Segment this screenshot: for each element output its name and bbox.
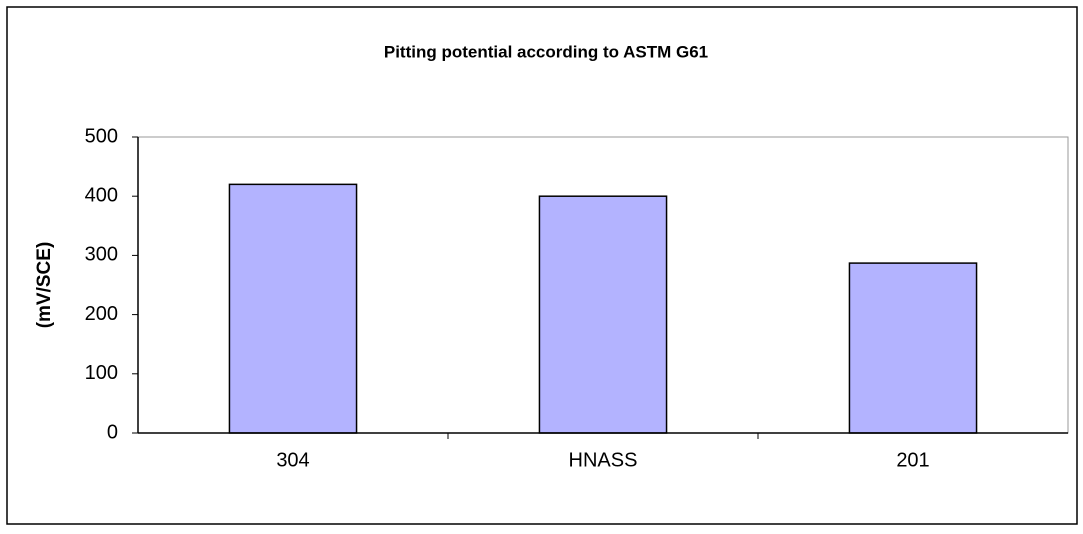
bar <box>848 262 978 434</box>
y-tick-label: 0 <box>107 421 118 443</box>
y-tick-label: 300 <box>85 244 118 266</box>
bar <box>228 183 358 434</box>
y-axis-label: (mV/SCE) <box>34 242 55 329</box>
x-tick-label: HNASS <box>569 449 638 471</box>
y-tick-label: 400 <box>85 184 118 206</box>
chart-title: Pitting potential according to ASTM G61 <box>384 42 708 61</box>
y-tick-label: 200 <box>85 303 118 325</box>
bar <box>538 195 668 434</box>
x-tick-label: 201 <box>896 449 929 471</box>
y-tick-label: 100 <box>85 362 118 384</box>
x-tick-label: 304 <box>276 449 309 471</box>
y-tick-label: 500 <box>85 125 118 147</box>
